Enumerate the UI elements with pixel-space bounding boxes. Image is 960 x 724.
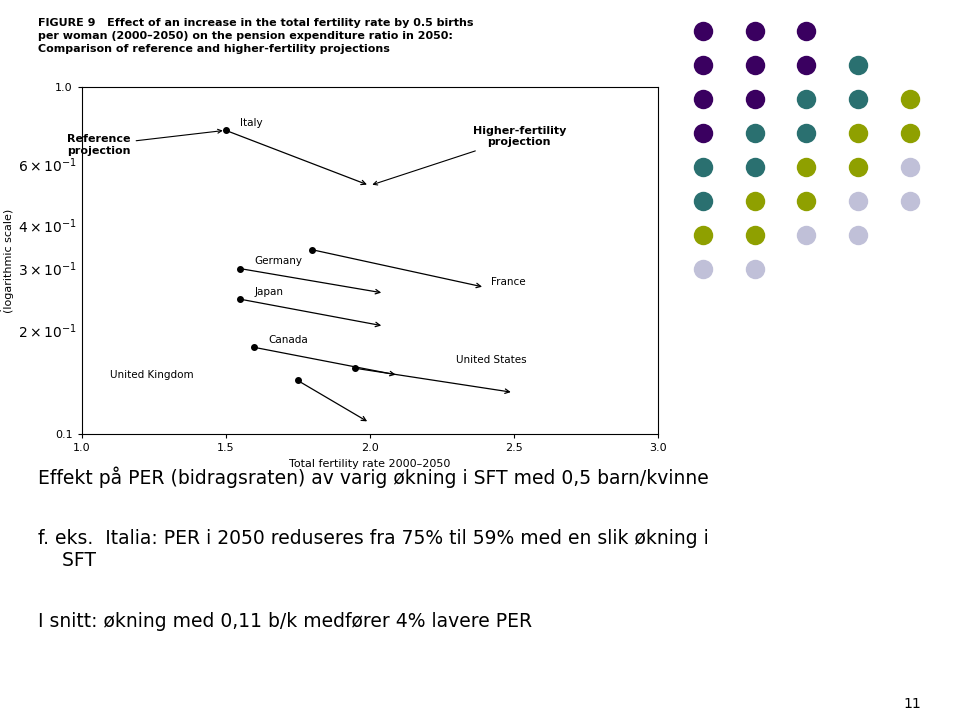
Text: Italy: Italy bbox=[240, 118, 263, 128]
Text: FIGURE 9   Effect of an increase in the total fertility rate by 0.5 births: FIGURE 9 Effect of an increase in the to… bbox=[38, 18, 474, 28]
Text: I snitt: økning med 0,11 b/k medfører 4% lavere PER: I snitt: økning med 0,11 b/k medfører 4%… bbox=[38, 612, 533, 631]
Text: Japan: Japan bbox=[254, 287, 283, 298]
Text: Canada: Canada bbox=[269, 335, 308, 345]
Text: Higher-fertility
projection: Higher-fertility projection bbox=[373, 126, 566, 185]
Text: Comparison of reference and higher-fertility projections: Comparison of reference and higher-ferti… bbox=[38, 44, 391, 54]
X-axis label: Total fertility rate 2000–2050: Total fertility rate 2000–2050 bbox=[289, 459, 450, 469]
Text: Germany: Germany bbox=[254, 256, 302, 266]
Text: Effekt på PER (bidragsraten) av varig økning i SFT med 0,5 barn/kvinne: Effekt på PER (bidragsraten) av varig øk… bbox=[38, 467, 709, 489]
Text: France: France bbox=[491, 277, 525, 287]
Text: f. eks.  Italia: PER i 2050 reduseres fra 75% til 59% med en slik økning i
    S: f. eks. Italia: PER i 2050 reduseres fra… bbox=[38, 529, 709, 570]
Text: United States: United States bbox=[456, 355, 527, 366]
Text: 11: 11 bbox=[904, 697, 922, 711]
Text: Reference
projection: Reference projection bbox=[67, 130, 222, 156]
Text: United Kingdom: United Kingdom bbox=[110, 371, 194, 380]
Text: per woman (2000–2050) on the pension expenditure ratio in 2050:: per woman (2000–2050) on the pension exp… bbox=[38, 31, 453, 41]
Y-axis label: Expenditure ratio 2050
(logarithmic scale): Expenditure ratio 2050 (logarithmic scal… bbox=[0, 196, 13, 325]
